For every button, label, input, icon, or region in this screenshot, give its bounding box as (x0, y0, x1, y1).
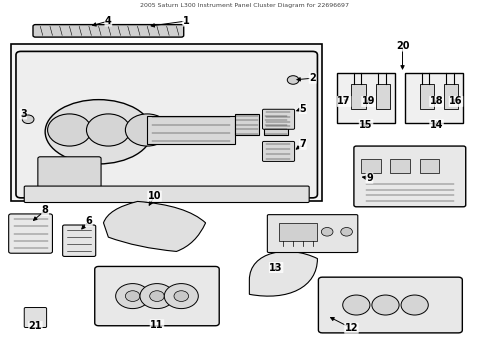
Circle shape (174, 291, 188, 301)
Bar (147, 116, 234, 144)
Text: 4: 4 (105, 16, 111, 26)
Bar (375, 84, 389, 109)
Text: 21: 21 (29, 321, 42, 332)
Circle shape (22, 115, 34, 123)
PathPatch shape (249, 251, 317, 296)
FancyBboxPatch shape (33, 24, 183, 37)
Text: 11: 11 (150, 320, 163, 330)
Text: 8: 8 (41, 205, 48, 215)
FancyBboxPatch shape (262, 109, 294, 129)
Circle shape (340, 228, 352, 236)
Circle shape (287, 76, 298, 84)
FancyBboxPatch shape (24, 307, 46, 328)
Bar (419, 158, 438, 173)
Bar (11, 44, 322, 202)
Circle shape (125, 291, 140, 301)
Text: 16: 16 (448, 96, 462, 107)
Text: 17: 17 (337, 96, 350, 107)
Text: 2: 2 (308, 73, 315, 83)
Circle shape (47, 114, 91, 146)
Text: 9: 9 (366, 173, 372, 183)
FancyBboxPatch shape (9, 214, 52, 253)
Text: 13: 13 (269, 262, 282, 273)
FancyBboxPatch shape (62, 225, 96, 256)
Text: 12: 12 (344, 323, 358, 333)
Text: 7: 7 (299, 139, 305, 149)
PathPatch shape (103, 202, 205, 251)
Circle shape (149, 291, 164, 301)
Bar (389, 158, 409, 173)
Bar (404, 73, 462, 123)
Ellipse shape (45, 100, 152, 164)
FancyBboxPatch shape (262, 141, 294, 161)
Text: 5: 5 (299, 104, 305, 113)
Bar (278, 223, 317, 241)
FancyBboxPatch shape (38, 157, 101, 196)
FancyBboxPatch shape (318, 277, 461, 333)
Bar (336, 73, 394, 123)
Text: 6: 6 (85, 216, 92, 226)
Circle shape (342, 295, 369, 315)
Bar (419, 84, 433, 109)
Text: 20: 20 (395, 41, 408, 51)
Text: 3: 3 (20, 109, 26, 119)
Circle shape (321, 228, 332, 236)
Text: 18: 18 (429, 96, 443, 107)
Text: 15: 15 (359, 120, 372, 130)
FancyBboxPatch shape (24, 186, 308, 203)
Text: 19: 19 (361, 96, 374, 107)
FancyBboxPatch shape (95, 266, 219, 326)
Circle shape (125, 114, 169, 146)
Bar (264, 114, 287, 135)
Circle shape (371, 295, 398, 315)
Circle shape (116, 284, 149, 309)
FancyBboxPatch shape (16, 51, 317, 198)
Circle shape (140, 284, 174, 309)
Text: 1: 1 (183, 16, 189, 26)
Text: 10: 10 (147, 191, 161, 201)
Circle shape (164, 284, 198, 309)
Bar (351, 84, 366, 109)
FancyBboxPatch shape (267, 215, 357, 252)
Text: 2005 Saturn L300 Instrument Panel Cluster Diagram for 22696697: 2005 Saturn L300 Instrument Panel Cluste… (140, 3, 348, 8)
Circle shape (400, 295, 427, 315)
FancyBboxPatch shape (353, 146, 465, 207)
Circle shape (86, 114, 130, 146)
Bar (234, 114, 259, 135)
Bar (443, 84, 458, 109)
Bar (361, 158, 380, 173)
Text: 14: 14 (429, 120, 443, 130)
